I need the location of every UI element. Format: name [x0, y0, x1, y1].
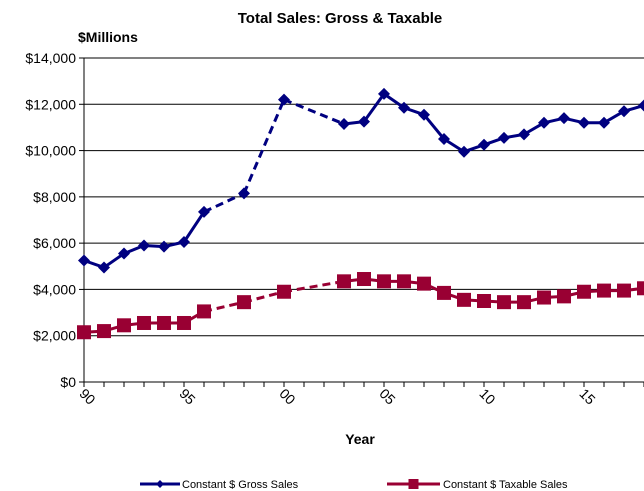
data-point-square: [397, 274, 411, 289]
series-segment-dashed: [283, 279, 345, 294]
y-tick-label: $10,000: [25, 143, 76, 159]
data-point-diamond: [358, 115, 370, 128]
data-point-square: [177, 315, 191, 330]
data-point-square: [537, 290, 551, 305]
series-layer: [77, 87, 644, 340]
series-segment: [362, 92, 386, 123]
data-point-square: [197, 304, 211, 319]
data-point-square: [377, 274, 391, 289]
legend-label: Constant $ Taxable Sales: [443, 479, 568, 491]
data-point-square: [557, 289, 571, 304]
x-axis-title: Year: [345, 431, 375, 447]
series-segment-dashed: [203, 192, 245, 214]
data-point-diamond: [378, 87, 390, 100]
data-point-square: [497, 295, 511, 310]
data-point-diamond: [438, 133, 450, 145]
y-tick-label: $12,000: [25, 96, 76, 112]
x-tick-label: 00: [276, 385, 298, 407]
y-tick-label: $14,000: [25, 50, 76, 66]
data-point-diamond: [238, 187, 250, 200]
data-point-square: [437, 285, 451, 300]
x-tick-label: 95: [176, 385, 198, 407]
y-tick-label: $2,000: [33, 328, 76, 344]
data-point-diamond: [478, 138, 490, 151]
data-point-square: [157, 315, 171, 330]
legend-item: Constant $ Taxable Sales: [387, 479, 568, 491]
x-axis: 90 95 00 05 10 15: [76, 381, 644, 408]
data-point-diamond: [558, 112, 570, 125]
y-tick-label: $6,000: [33, 235, 76, 251]
data-point-diamond: [398, 101, 410, 114]
data-point-square: [617, 283, 631, 298]
data-point-square: [117, 318, 131, 333]
data-point-square: [97, 324, 111, 339]
data-point-square: [337, 274, 351, 289]
legend: Constant $ Gross Sales Constant $ Taxable…: [140, 479, 568, 491]
legend-marker-diamond: [156, 480, 164, 488]
series-taxable-sales: [77, 272, 644, 340]
data-point-diamond: [458, 145, 470, 158]
y-tick-label: $4,000: [33, 281, 76, 297]
data-point-square: [277, 284, 291, 299]
data-point-diamond: [278, 93, 290, 106]
y-unit-label: $Millions: [78, 29, 138, 45]
x-tick-label: 15: [576, 385, 598, 407]
data-point-square: [357, 272, 371, 287]
data-point-square: [237, 295, 251, 310]
series-segment-dashed: [283, 98, 345, 126]
data-point-diamond: [98, 261, 110, 274]
data-point-diamond: [598, 116, 610, 129]
series-segment-dashed: [242, 99, 286, 194]
legend-item: Constant $ Gross Sales: [140, 479, 299, 491]
data-point-diamond: [538, 116, 550, 129]
data-point-diamond: [498, 131, 510, 144]
x-tick-label: 05: [376, 385, 398, 407]
data-point-square: [417, 276, 431, 291]
data-point-diamond: [138, 239, 150, 252]
data-point-diamond: [158, 240, 170, 253]
data-point-square: [137, 315, 151, 330]
legend-label: Constant $ Gross Sales: [182, 479, 299, 491]
data-point-diamond: [338, 117, 350, 130]
series-segment: [422, 113, 446, 140]
data-point-diamond: [178, 235, 190, 248]
data-point-square: [457, 292, 471, 307]
data-point-diamond: [578, 116, 590, 129]
data-point-diamond: [638, 99, 644, 112]
chart-title: Total Sales: Gross & Taxable: [238, 10, 443, 27]
data-point-diamond: [518, 128, 530, 141]
data-point-diamond: [118, 247, 130, 260]
data-point-diamond: [78, 254, 90, 267]
data-point-square: [477, 294, 491, 308]
data-point-diamond: [198, 205, 210, 218]
series-gross-sales: [78, 87, 644, 274]
x-tick-label: 90: [76, 385, 98, 407]
data-point-square: [77, 325, 91, 340]
data-point-square: [517, 295, 531, 310]
legend-marker-square: [408, 479, 419, 489]
series-segment: [182, 211, 206, 243]
x-tick-label: 10: [476, 385, 498, 407]
data-point-square: [597, 283, 611, 298]
data-point-square: [577, 284, 591, 299]
data-point-square: [637, 281, 644, 296]
data-point-diamond: [418, 108, 430, 121]
y-tick-label: $0: [60, 374, 76, 390]
y-axis: $0 $2,000 $4,000 $6,000 $8,000 $10,000 $12,000…: [25, 50, 85, 390]
y-tick-label: $8,000: [33, 189, 76, 205]
data-point-diamond: [618, 105, 630, 118]
